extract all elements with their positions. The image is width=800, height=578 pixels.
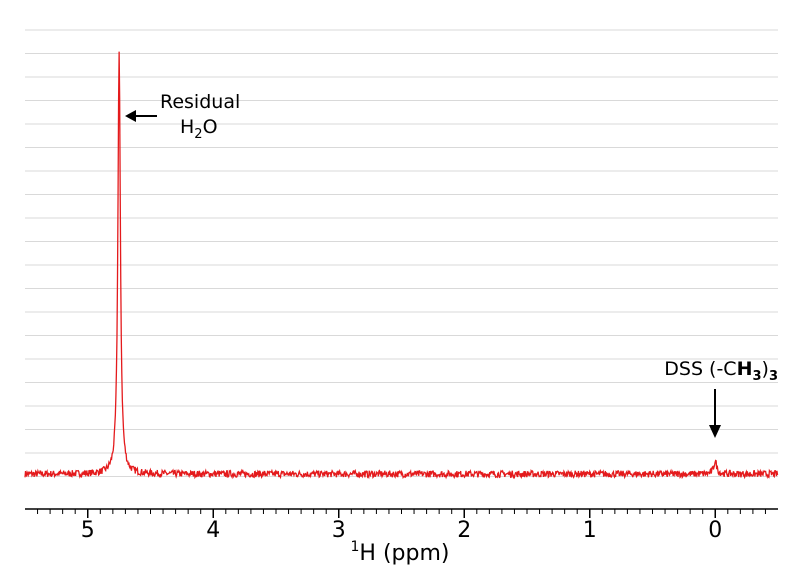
water-label-line1: Residual — [160, 91, 240, 113]
x-axis-title-text: H (ppm) — [359, 541, 449, 566]
x-tick-label: 1 — [583, 518, 597, 543]
x-tick-label: 0 — [708, 518, 722, 543]
x-axis-title-superscript: 1 — [351, 539, 360, 555]
water-label-line2: H2O — [180, 116, 218, 142]
x-tick-label: 3 — [332, 518, 346, 543]
dss-arrow-head — [709, 425, 721, 438]
grid-lines — [25, 29, 778, 477]
x-tick-label: 2 — [457, 518, 471, 543]
x-tick-label: 4 — [206, 518, 220, 543]
x-axis-ticks: 5 4 3 2 1 0 — [37, 509, 766, 543]
dss-label: DSS (-CH3)3 — [664, 358, 778, 384]
dss-peak-annotation: DSS (-CH3)3 — [664, 358, 778, 438]
spectrum-line — [24, 51, 779, 480]
x-tick-label: 5 — [81, 518, 95, 543]
x-axis-title: 1H (ppm) — [351, 539, 450, 566]
water-arrow-head — [125, 110, 136, 122]
water-peak-annotation: Residual H2O — [125, 91, 240, 142]
